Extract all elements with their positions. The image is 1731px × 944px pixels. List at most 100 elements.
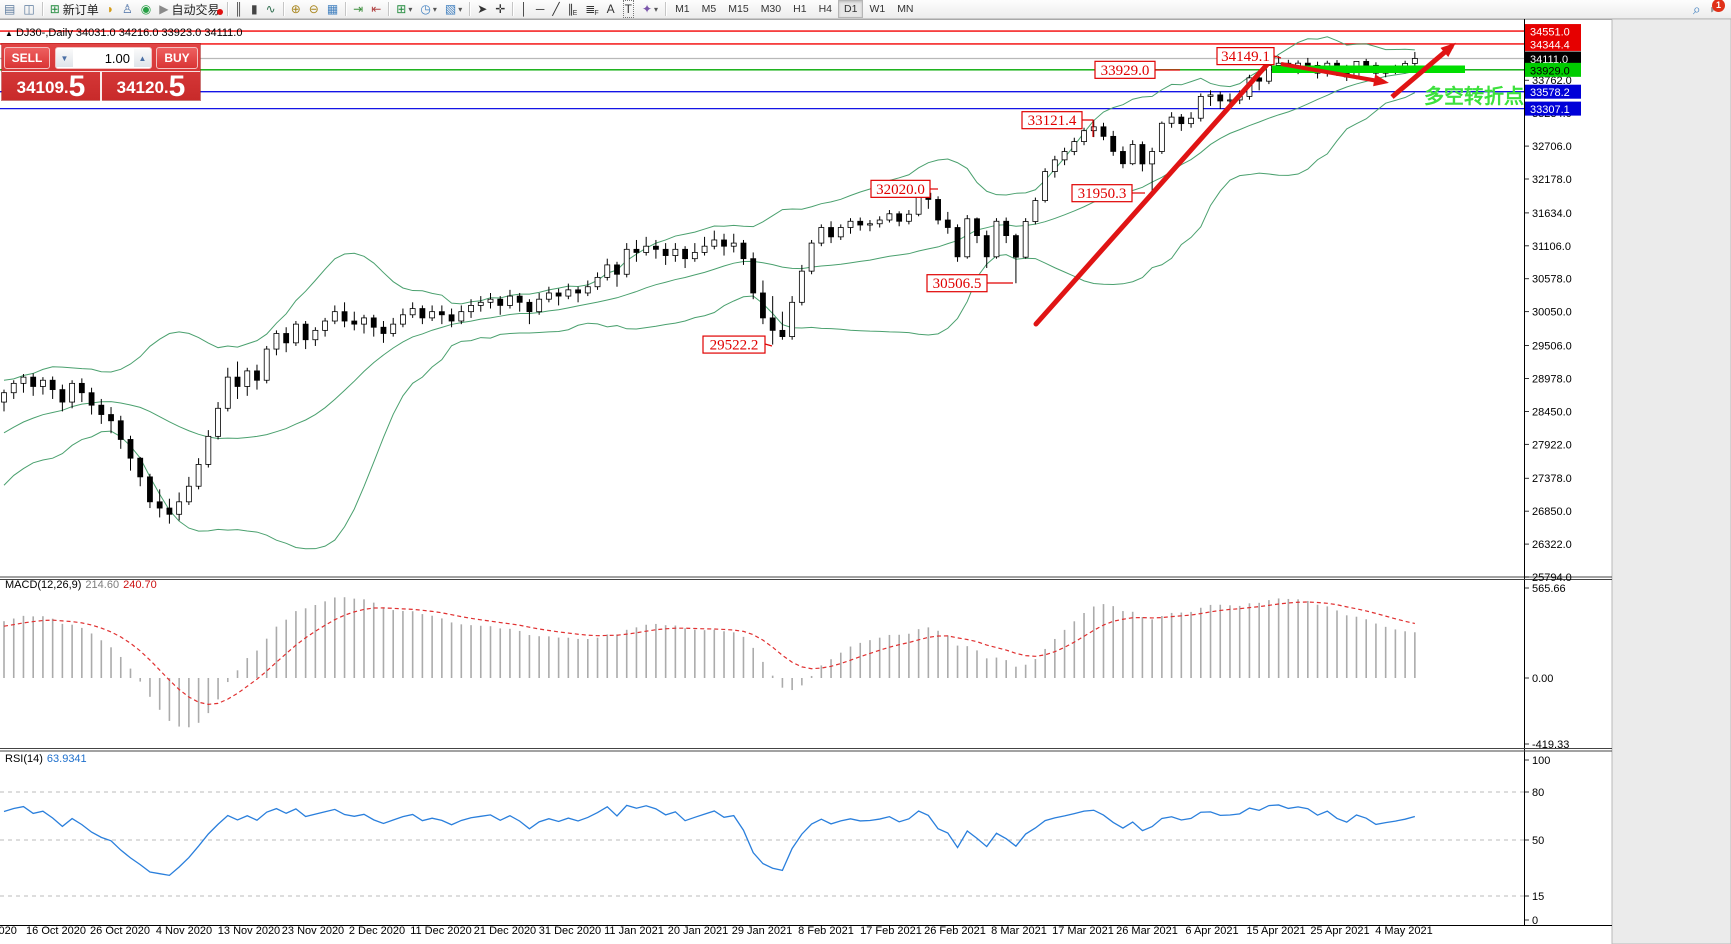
date-axis-label: 23 Nov 2020: [282, 925, 344, 937]
new-order-icon[interactable]: ⊞ 新订单: [49, 2, 99, 17]
macd-indicator-label: MACD(12,26,9) 214.60 240.70: [5, 579, 157, 591]
turning-point-note-text: 多空转折点: [1424, 84, 1524, 108]
line-chart-icon[interactable]: ∿: [265, 2, 276, 16]
volume-input[interactable]: 1.00: [104, 50, 130, 66]
price-annotation-text: 30506.5: [933, 276, 982, 292]
date-axis-label: 26 Feb 2021: [924, 925, 986, 937]
price-annotation-pointer: [1273, 55, 1282, 59]
text-label-icon[interactable]: T: [622, 0, 634, 18]
timeframe-m1[interactable]: M1: [675, 3, 690, 15]
template-icon[interactable]: ▧ ▾: [444, 2, 463, 16]
date-axis-label: 4 Nov 2020: [156, 925, 212, 937]
price-annotation-box: [870, 179, 931, 198]
price-annotation-text: 32020.0: [876, 182, 925, 198]
text-icon[interactable]: A: [606, 2, 615, 16]
macd-axis-label: 565.66: [1532, 583, 1566, 595]
timeframe-d1[interactable]: D1: [838, 0, 864, 18]
sell-price[interactable]: 34109. 5: [16, 70, 86, 103]
timeframe-m30[interactable]: M30: [760, 3, 782, 15]
tile-windows-icon[interactable]: ▦: [326, 2, 339, 16]
price-axis-badge-text: 33578.2: [1530, 87, 1570, 99]
timeframe-h1[interactable]: H1: [793, 3, 807, 15]
auto-scroll-icon[interactable]: ⇤: [371, 2, 382, 16]
candlestick-chart-icon[interactable]: ▮: [251, 2, 258, 16]
search-icon[interactable]: ⌕: [1692, 0, 1701, 17]
rsi-indicator-label: RSI(14) 63.9341: [5, 753, 87, 765]
timeframe-m15[interactable]: M15: [728, 3, 749, 15]
toolbar-separator: [282, 2, 284, 16]
price-annotation-box: [1021, 111, 1083, 130]
new-chart-icon[interactable]: ▤: [4, 2, 16, 16]
price-tick-label: 31106.0: [1532, 241, 1571, 253]
date-axis-label: 20 Jan 2021: [668, 925, 729, 937]
chart-shift-icon[interactable]: ⇥: [353, 2, 364, 16]
collapse-arrow-icon[interactable]: ▲: [5, 29, 13, 38]
zoom-in-icon[interactable]: ⊕: [290, 2, 301, 16]
price-annotation-pointer: [1082, 119, 1094, 137]
volume-stepper: ▼ 1.00 ▲: [55, 47, 152, 69]
chart-title-text: DJ30-,Daily 34031.0 34216.0 33923.0 3411…: [15, 27, 243, 39]
signals-icon[interactable]: ◉: [140, 2, 152, 16]
price-annotation-box: [1216, 47, 1275, 66]
price-annotation-text: 34149.1: [1221, 49, 1270, 65]
bollinger-lower-band: [3, 92, 1416, 550]
cursor-icon[interactable]: ➤: [477, 2, 488, 16]
date-axis-label: 16 Oct 2020: [26, 925, 86, 937]
zoom-out-icon[interactable]: ⊖: [308, 2, 319, 16]
buy-price[interactable]: 34120. 5: [116, 70, 186, 103]
rsi-axis-label: 80: [1532, 787, 1544, 799]
price-axis-badge: [1525, 101, 1581, 116]
price-annotation-box: [926, 274, 988, 293]
arrows-icon[interactable]: ✦ ▾: [641, 2, 659, 16]
bar-chart-icon[interactable]: ║: [234, 2, 244, 16]
fibonacci-icon[interactable]: ≣ F: [585, 2, 599, 17]
crosshair-icon[interactable]: ✛: [495, 2, 506, 16]
date-axis-label: 15 Apr 2021: [1246, 925, 1305, 937]
timeframe-h4[interactable]: H4: [818, 3, 832, 15]
date-axis-label: 8 Mar 2021: [991, 925, 1047, 937]
volume-increase-button[interactable]: ▲: [134, 49, 151, 67]
buy-button[interactable]: BUY: [156, 47, 198, 69]
pullback-arrow-annotation: [1280, 62, 1389, 87]
vertical-line-icon[interactable]: │: [520, 2, 528, 16]
date-axis-label: 13 Nov 2020: [218, 925, 280, 937]
rsi-axis-label: 50: [1532, 835, 1544, 847]
price-tick-label: 30050.0: [1532, 307, 1572, 319]
breakout-arrow-annotation: [1390, 42, 1456, 99]
toolbar-separator: [469, 2, 471, 16]
trendline-icon[interactable]: ╱: [552, 2, 560, 16]
auto-trading-icon[interactable]: ▶ 自动交易: [155, 1, 223, 17]
rsi-axis-label: 15: [1532, 891, 1544, 903]
macd-axis-label: -419.33: [1532, 739, 1569, 751]
periods-icon[interactable]: ◷ ▾: [420, 2, 437, 16]
horizontal-line-icon[interactable]: ─: [535, 2, 545, 16]
price-tick-label: 29506.0: [1532, 341, 1572, 353]
timeframe-w1[interactable]: W1: [869, 3, 886, 15]
expert-advisors-icon[interactable]: ♙: [122, 2, 133, 16]
date-axis-label: 6 Apr 2021: [1185, 925, 1238, 937]
add-indicator-icon[interactable]: ⊞ ▾: [396, 2, 413, 16]
timeframe-m5[interactable]: M5: [701, 3, 717, 15]
price-axis-badge-text: 34344.4: [1530, 39, 1570, 51]
date-axis-label: 17 Mar 2021: [1052, 925, 1114, 937]
price-axis-badge: [1525, 24, 1581, 39]
date-axis-label: 26 Oct 2020: [90, 925, 150, 937]
rsi-line: [3, 804, 1416, 877]
profiles-icon[interactable]: ◫: [23, 2, 35, 16]
date-axis-label: 26 Mar 2021: [1116, 925, 1178, 937]
toolbar-separator: [345, 2, 347, 16]
rsi-axis-label: 0: [1532, 915, 1538, 927]
date-axis-label: 2 Dec 2020: [349, 925, 405, 937]
megaphone-icon[interactable]: ◗: [106, 2, 115, 16]
macd-histogram: [3, 597, 1416, 728]
timeframe-mn[interactable]: MN: [897, 3, 914, 15]
volume-decrease-button[interactable]: ▼: [56, 49, 73, 67]
macd-axis-label: 0.00: [1532, 673, 1553, 685]
sell-button[interactable]: SELL: [4, 47, 50, 69]
price-tick-label: 25794.0: [1532, 572, 1572, 584]
price-annotation-text: 29522.2: [710, 338, 759, 354]
equidistant-channel-icon[interactable]: ∥ E: [567, 2, 578, 17]
rsi-axis-label: 100: [1532, 755, 1550, 767]
